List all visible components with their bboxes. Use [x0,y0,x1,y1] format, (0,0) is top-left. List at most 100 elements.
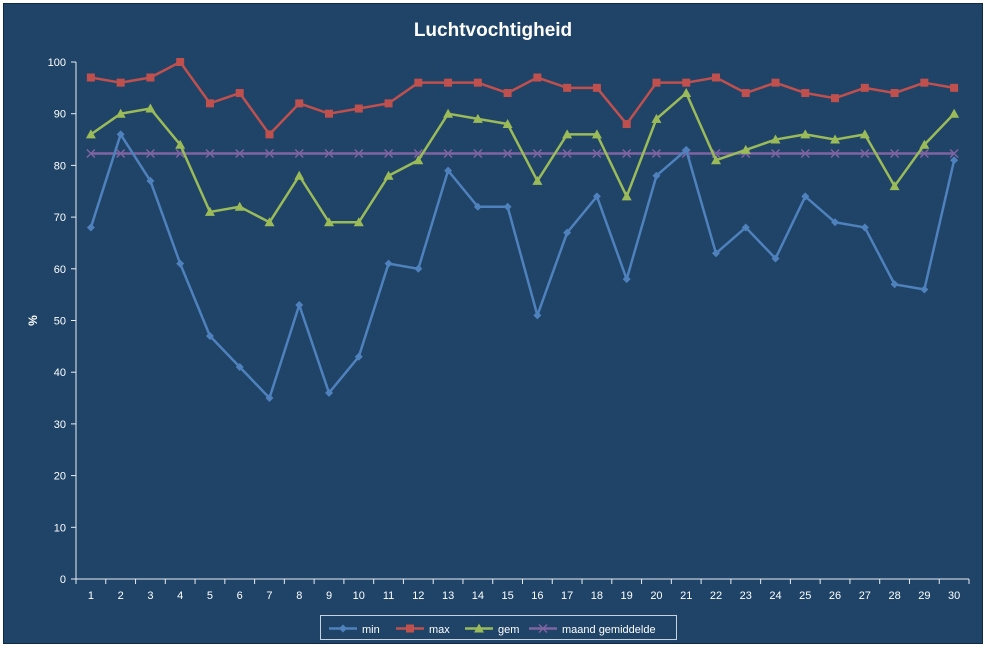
x-tick-label: 28 [888,590,900,602]
x-marker-stroke [264,148,275,159]
data-point-gem [145,103,156,113]
data-point-gem [591,129,602,139]
data-point-min [205,332,214,341]
data-point-gem [949,108,960,118]
x-tick-label: 22 [710,590,722,602]
data-point-maand-gemiddelde [205,148,215,159]
data-point-max [682,78,691,87]
x-marker-stroke [145,148,155,159]
data-point-min [325,388,334,397]
data-point-maand-gemiddelde [890,148,900,159]
y-tick-label: 90 [54,109,66,121]
legend-marker-maand-gemiddelde [538,623,548,634]
data-point-max [890,89,899,98]
x-marker-stroke [235,148,245,159]
data-point-min [831,218,840,227]
x-marker-stroke [532,148,542,159]
chart-title: Luchtvochtigheid [413,20,573,41]
data-point-gem [115,108,126,118]
data-point-min [146,176,155,185]
data-point-min [801,192,810,201]
x-marker-stroke [324,148,334,159]
data-point-max [473,78,482,87]
data-point-maand-gemiddelde [235,148,245,159]
data-point-min [86,223,95,232]
x-tick-label: 10 [353,590,365,602]
data-point-max [771,78,780,87]
data-point-gem [710,155,721,165]
x-marker-stroke [86,148,96,159]
data-point-maand-gemiddelde [473,148,483,159]
data-point-max [444,78,453,87]
x-tick-label: 27 [859,590,871,602]
data-point-min [444,166,453,175]
data-point-maand-gemiddelde [651,148,661,159]
legend-label-min: min [362,624,380,636]
data-point-min [473,202,482,211]
chart-area: Luchtvochtigheid 0 10 20 30 40 50 60 70 80 90 100 1… [3,3,983,644]
x-tick-label: 3 [147,590,153,602]
data-point-gem [770,134,781,144]
data-point-maand-gemiddelde [562,148,572,159]
y-axis-label: % [26,315,40,326]
x-marker-stroke [919,148,929,159]
x-tick-label: 11 [383,590,394,602]
y-tick-label: 0 [60,574,66,586]
x-tick-label: 24 [769,590,781,602]
data-point-min [682,145,691,154]
data-point-max [86,73,95,82]
data-point-maand-gemiddelde [116,148,126,159]
data-point-max [592,83,601,92]
legend-marker-min [339,624,347,633]
data-point-maand-gemiddelde [384,148,394,159]
x-marker-stroke [354,148,364,159]
data-point-gem [264,217,275,227]
x-marker-stroke [473,148,483,159]
x-tick-label: 2 [118,590,124,602]
y-tick-label: 40 [54,367,66,379]
series-gem [85,88,960,227]
data-point-min [920,285,929,294]
x-tick-label: 15 [501,590,513,602]
data-point-maand-gemiddelde [264,148,275,159]
x-tick-label: 5 [207,590,213,602]
series-max [86,58,959,139]
data-point-max [235,89,244,98]
data-point-min [354,352,363,361]
x-tick-label: 13 [442,590,454,602]
x-tick-label: 8 [296,590,302,602]
data-point-gem [502,119,513,129]
data-point-maand-gemiddelde [860,148,870,159]
data-point-maand-gemiddelde [443,148,453,159]
legend-marker-max [406,624,414,633]
legend-label-gem: gem [498,624,519,636]
data-point-gem [85,129,96,139]
data-point-max [741,89,750,98]
x-marker-stroke [384,148,394,159]
data-point-max [503,89,512,98]
x-marker-stroke [562,148,572,159]
data-point-maand-gemiddelde [86,148,96,159]
x-tick-label: 9 [326,590,332,602]
data-point-gem [443,108,454,118]
data-point-maand-gemiddelde [145,148,155,159]
data-point-gem [830,134,841,144]
data-point-gem [651,113,662,123]
data-point-max [414,78,423,87]
x-marker-stroke [622,148,632,159]
legend-marker-gem [474,623,484,633]
data-point-gem [800,129,811,139]
data-point-max [295,99,304,108]
data-point-min [711,249,720,258]
x-tick-label: 29 [918,590,930,602]
x-tick-label: 18 [591,590,603,602]
data-point-gem [204,206,215,216]
data-point-gem [740,144,751,154]
x-marker-stroke [949,148,959,159]
data-point-max [622,120,631,129]
series-line-min [89,133,956,400]
data-point-maand-gemiddelde [770,148,781,159]
data-point-max [860,83,869,92]
